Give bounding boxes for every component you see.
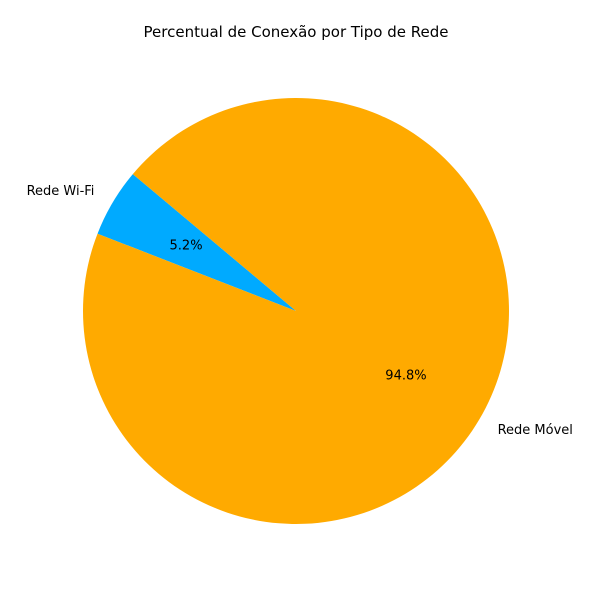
pie-labels: Rede Wi-Fi 5.2% Rede Móvel 94.8%	[27, 184, 573, 438]
slice-label-0: Rede Wi-Fi	[27, 184, 95, 199]
percent-label-0: 5.2%	[170, 238, 203, 253]
pie-slice-0	[97, 174, 297, 311]
pie-slice-1	[82, 98, 509, 525]
pie-slices	[82, 98, 509, 525]
percent-label-1: 94.8%	[385, 369, 426, 384]
slice-label-1: Rede Móvel	[498, 423, 573, 438]
chart-title: Percentual de Conexão por Tipo de Rede	[144, 23, 449, 41]
